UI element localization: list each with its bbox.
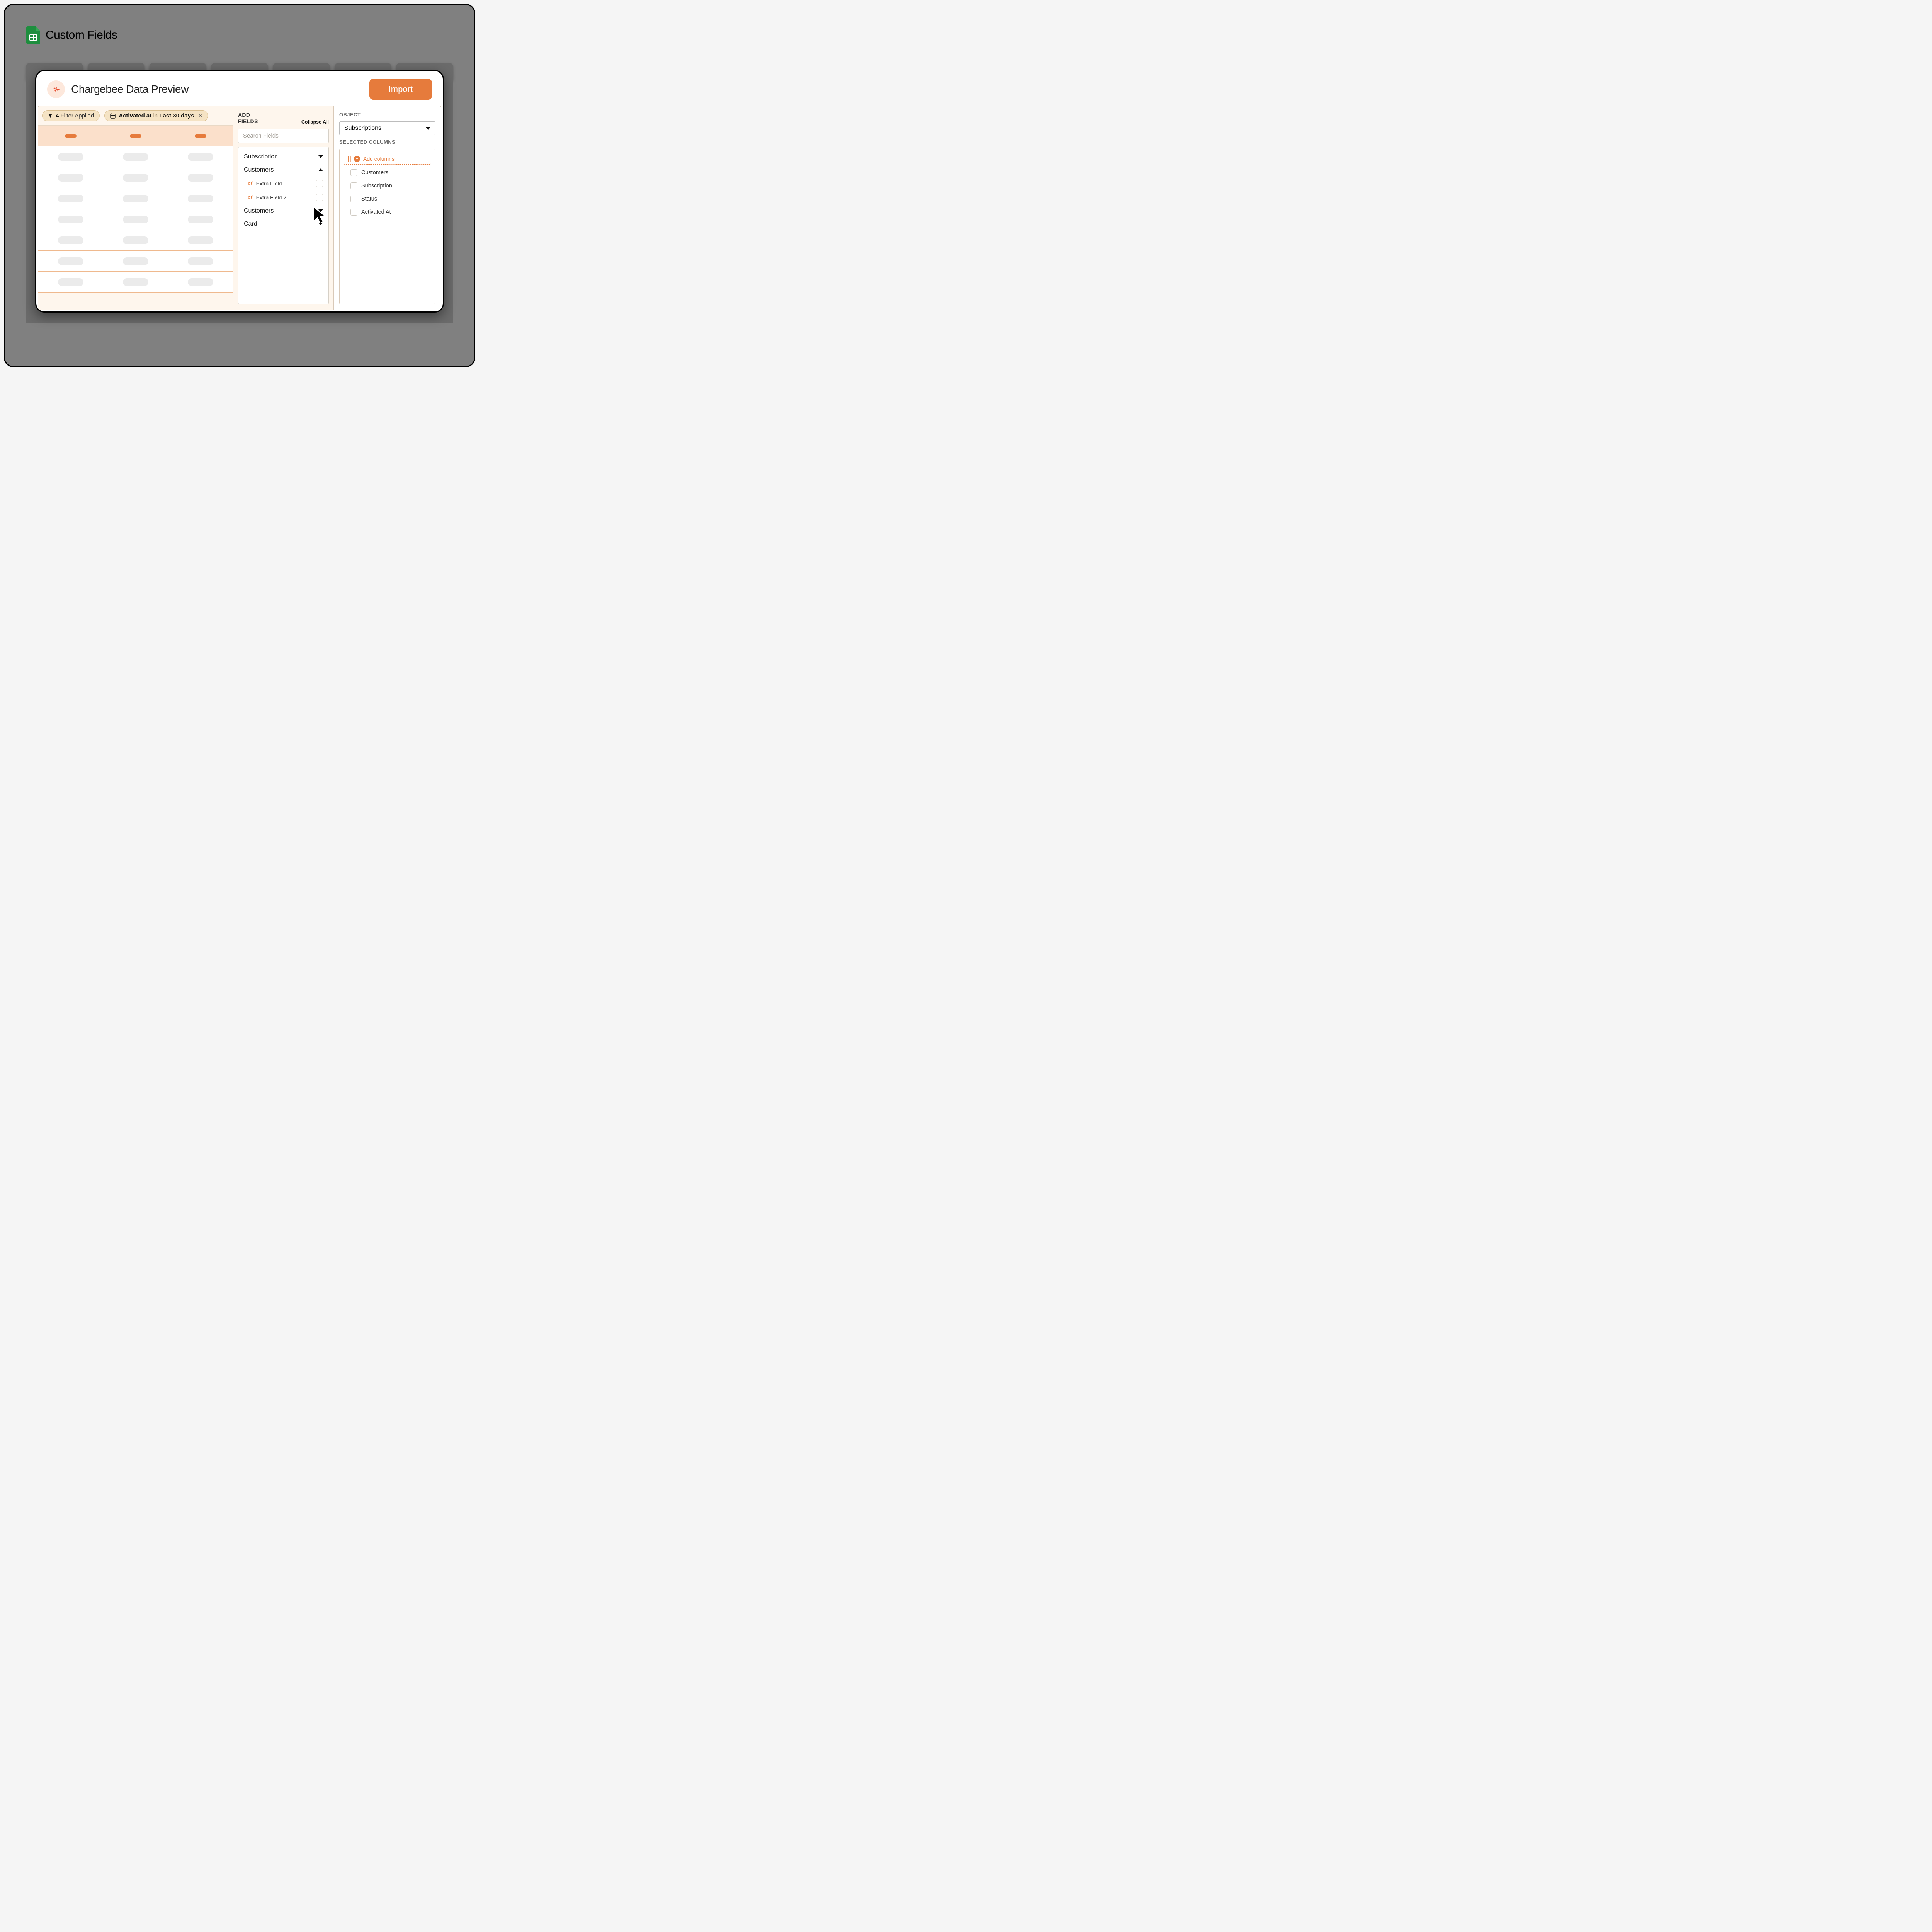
add-fields-heading: ADD FIELDS xyxy=(238,112,269,125)
fields-tree: Subscription Customers cf Extra Field cf Extr… xyxy=(238,147,329,304)
selected-columns-panel: OBJECT Subscriptions SELECTED COLUMNS + … xyxy=(334,106,441,310)
preview-cell xyxy=(38,251,103,272)
preview-header-cell xyxy=(38,126,103,146)
add-fields-panel: ADD FIELDS Collapse All Subscription Cust… xyxy=(233,106,334,310)
filter-op: in xyxy=(153,112,158,119)
selected-column-label: Customers xyxy=(361,170,388,176)
selected-columns-box: + Add columns Customers Subscription Statu… xyxy=(339,149,435,304)
field-group-label: Subscription xyxy=(244,153,278,160)
filter-remove-icon[interactable]: ✕ xyxy=(197,112,202,119)
sheets-icon xyxy=(26,26,40,44)
add-columns-label: Add columns xyxy=(363,156,395,162)
preview-cell xyxy=(103,230,168,251)
add-fields-header: ADD FIELDS Collapse All xyxy=(238,112,329,125)
preview-cell xyxy=(38,188,103,209)
column-checkbox[interactable] xyxy=(350,169,357,176)
preview-cell xyxy=(38,209,103,230)
field-group[interactable]: Customers xyxy=(238,204,328,218)
selected-column-label: Status xyxy=(361,196,377,202)
chevron-down-icon xyxy=(426,127,430,130)
selected-column-label: Subscription xyxy=(361,183,392,189)
selected-column-item[interactable]: Activated At xyxy=(344,206,431,219)
background-header: Custom Fields xyxy=(26,26,117,44)
preview-table xyxy=(38,126,233,310)
column-checkbox[interactable] xyxy=(350,209,357,216)
column-checkbox[interactable] xyxy=(350,182,357,189)
filter-date-chip[interactable]: Activated at in Last 30 days ✕ xyxy=(104,110,208,121)
selected-column-label: Activated At xyxy=(361,209,391,215)
custom-field-tag: cf xyxy=(248,194,252,200)
preview-header-cell xyxy=(103,126,168,146)
calendar-icon xyxy=(110,113,116,119)
selected-column-item[interactable]: Customers xyxy=(344,166,431,179)
preview-cell xyxy=(168,272,233,293)
preview-cell xyxy=(38,230,103,251)
preview-header-cell xyxy=(168,126,233,146)
chargebee-logo xyxy=(47,80,65,98)
background-title: Custom Fields xyxy=(46,29,117,42)
object-value: Subscriptions xyxy=(344,125,381,132)
filter-count: 4 xyxy=(56,112,59,119)
field-checkbox[interactable] xyxy=(316,180,323,187)
collapse-all-link[interactable]: Collapse All xyxy=(301,119,329,125)
preview-cell xyxy=(103,209,168,230)
chevron-up-icon xyxy=(318,168,323,171)
funnel-icon xyxy=(48,114,53,118)
plus-icon: + xyxy=(354,156,360,162)
field-group-label: Customers xyxy=(244,207,274,214)
filter-bar: 4 Filter Applied Activated at in Last xyxy=(38,106,233,126)
app-window: Custom Fields xyxy=(4,4,475,367)
preview-cell xyxy=(168,230,233,251)
preview-cell xyxy=(168,209,233,230)
chevron-down-icon xyxy=(318,155,323,158)
column-checkbox[interactable] xyxy=(350,196,357,202)
chevron-down-icon xyxy=(318,223,323,225)
object-label: OBJECT xyxy=(339,112,435,117)
field-item-label: Extra Field 2 xyxy=(256,194,287,201)
field-item[interactable]: cf Extra Field 2 xyxy=(238,190,328,204)
selected-column-item[interactable]: Subscription xyxy=(344,179,431,192)
field-group-label: Card xyxy=(244,221,257,228)
selected-columns-label: SELECTED COLUMNS xyxy=(339,139,435,145)
filter-field: Activated at xyxy=(119,112,151,119)
filter-value: Last 30 days xyxy=(159,112,194,119)
modal-body: 4 Filter Applied Activated at in Last xyxy=(38,106,441,310)
preview-cell xyxy=(168,146,233,167)
filter-count-chip[interactable]: 4 Filter Applied xyxy=(42,110,100,121)
add-columns-button[interactable]: + Add columns xyxy=(344,153,431,165)
data-preview-modal: Chargebee Data Preview Import 4 Filter A… xyxy=(35,70,444,313)
modal-header: Chargebee Data Preview Import xyxy=(36,71,443,106)
search-fields-input[interactable] xyxy=(238,129,329,143)
preview-cell xyxy=(103,272,168,293)
field-group-label: Customers xyxy=(244,167,274,173)
field-group[interactable]: Card xyxy=(238,218,328,231)
preview-cell xyxy=(168,167,233,188)
field-checkbox[interactable] xyxy=(316,194,323,201)
field-item-label: Extra Field xyxy=(256,180,282,187)
filter-count-label: Filter Applied xyxy=(61,112,94,119)
preview-cell xyxy=(38,272,103,293)
preview-cell xyxy=(103,146,168,167)
preview-cell xyxy=(103,251,168,272)
selected-column-item[interactable]: Status xyxy=(344,192,431,206)
field-item[interactable]: cf Extra Field xyxy=(238,177,328,190)
preview-panel: 4 Filter Applied Activated at in Last xyxy=(38,106,233,310)
field-group[interactable]: Subscription xyxy=(238,150,328,163)
preview-cell xyxy=(38,167,103,188)
import-button[interactable]: Import xyxy=(369,79,432,100)
preview-cell xyxy=(38,146,103,167)
preview-cell xyxy=(168,188,233,209)
object-select[interactable]: Subscriptions xyxy=(339,121,435,135)
custom-field-tag: cf xyxy=(248,180,252,186)
preview-cell xyxy=(103,167,168,188)
chevron-down-icon xyxy=(318,209,323,212)
modal-title: Chargebee Data Preview xyxy=(71,83,363,95)
preview-cell xyxy=(168,251,233,272)
drag-handle-icon xyxy=(348,156,351,162)
field-group[interactable]: Customers xyxy=(238,163,328,177)
chargebee-icon xyxy=(51,84,61,94)
preview-cell xyxy=(103,188,168,209)
